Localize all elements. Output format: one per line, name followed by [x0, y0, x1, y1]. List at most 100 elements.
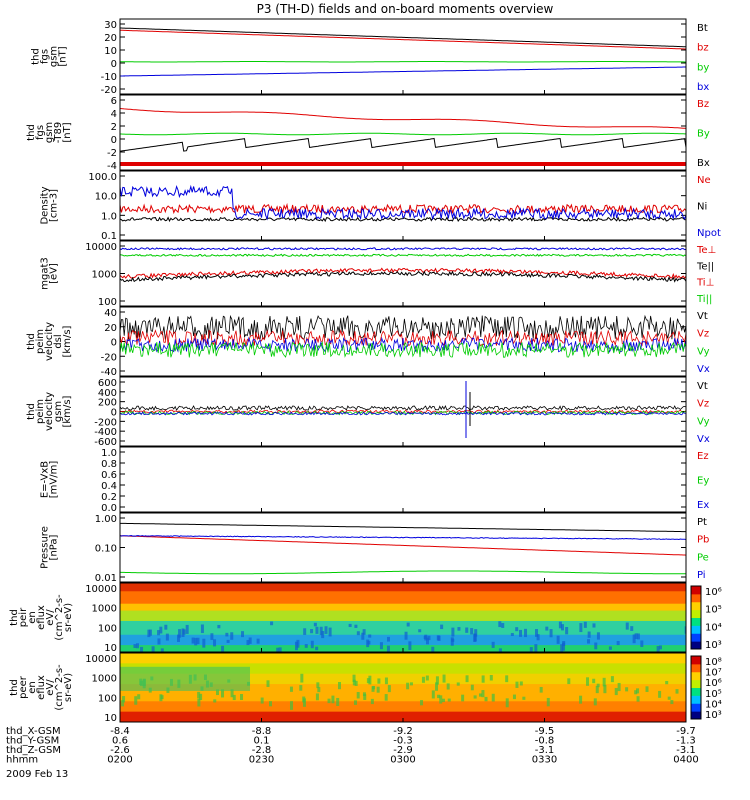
ytick-label: 10 [104, 46, 117, 57]
spec-pixel [213, 699, 217, 703]
ytick-label: 2 [111, 122, 117, 133]
series-ti-perp [120, 247, 686, 251]
ytick-label: 4 [111, 109, 117, 120]
series-pb [120, 535, 686, 556]
yticks-pres: 1.00 0.10 0.01 [95, 514, 686, 584]
colorbar-swatch [691, 663, 701, 673]
spec-pixel [524, 628, 528, 638]
ytick-label: 400 [98, 388, 117, 399]
ytick-label: 10.0 [95, 192, 117, 203]
spec-pixel [310, 629, 314, 634]
colorbar-swatch [691, 687, 701, 696]
ytick-label: 0 [111, 59, 117, 70]
spec-pixel [446, 683, 450, 690]
spec-pixel [302, 698, 306, 707]
spec-pixel [437, 635, 441, 641]
colorbar-swatch [691, 625, 701, 634]
ytick-label: 1.00 [95, 514, 117, 525]
ylabel-temp: mgat3[eV] [40, 257, 60, 290]
spec-pixel [519, 681, 523, 686]
colorbar-label: 10⁴ [705, 699, 722, 710]
yticks-dens: 100.0 10.0 1.0 0.1 [88, 172, 686, 242]
spec-pixel [217, 624, 221, 629]
ytick-label: 10000 [85, 242, 117, 253]
frame-bmag [119, 18, 687, 95]
ytick-label: 0.4 [101, 481, 117, 492]
spec-pixel [386, 645, 390, 652]
ytick-label: 1000 [92, 270, 117, 281]
xaxis-value: -2.8 [252, 745, 272, 756]
ylabel-efield: E=-VxB[mV/m] [40, 461, 60, 499]
spec-pixel [215, 689, 219, 696]
ylabel-line: [mV/m] [49, 461, 60, 499]
ylabel-dens: Density[cm-3] [40, 186, 60, 224]
spec-pixel [294, 641, 298, 651]
ylabel-line: fgs [40, 49, 51, 64]
series-pt [120, 522, 686, 533]
colorbar-swatch [691, 641, 701, 650]
spec-pixel [473, 633, 477, 642]
spec-pixel [439, 695, 443, 704]
spec-pixel [202, 638, 206, 648]
ylabel-line: sr-eV) [63, 603, 74, 632]
series-ti-par [120, 253, 686, 257]
ylabel-line: en [27, 611, 38, 624]
series-pi [120, 534, 686, 541]
xaxis-value: -0.3 [393, 736, 413, 747]
spec-pixel [427, 635, 431, 641]
spec-pixel [409, 682, 413, 686]
xaxis-row-label: thd_X-GSM [6, 726, 61, 737]
xaxis-value: -0.8 [535, 736, 555, 747]
spec-pixel [303, 628, 307, 635]
spec-pixel [675, 689, 679, 694]
spec-pixel [515, 627, 519, 632]
spec-pixel [315, 646, 319, 651]
spec-pixel [595, 685, 599, 694]
spec-pixel [634, 690, 638, 695]
series-te-par [120, 270, 686, 283]
spec-pixel [260, 697, 264, 704]
ytick-label: 1000 [92, 674, 117, 685]
spec-pixel [470, 684, 474, 691]
spec-pixel [489, 674, 493, 681]
colorbar-swatch [691, 695, 701, 704]
spec-pixel [562, 642, 566, 651]
plot-area-espec [120, 653, 686, 722]
xaxis-value: -2.9 [393, 745, 413, 756]
series-vy [120, 341, 686, 358]
ylabel-line: thd [9, 609, 20, 626]
spec-pixel [160, 695, 164, 700]
spec-pixel [160, 648, 164, 652]
xaxis-value: 0.1 [254, 736, 270, 747]
spec-pixel [304, 644, 308, 648]
spec-pixel [362, 692, 366, 696]
spec-pixel [327, 698, 331, 704]
ytick-label: 0.6 [101, 470, 117, 481]
spec-pixel [421, 676, 425, 683]
spec-pixel [157, 630, 161, 636]
xaxis-value: -2.6 [110, 745, 130, 756]
spec-pixel [656, 646, 660, 652]
plot-area-vel [120, 314, 686, 358]
colorbar-label: 10⁸ [705, 657, 722, 668]
ylabel-line: sr-eV) [63, 673, 74, 702]
spec-pixel [377, 678, 381, 684]
spec-pixel [470, 628, 474, 635]
spec-pixel [614, 687, 618, 696]
spec-pixel [519, 629, 523, 637]
spec-pixel [384, 694, 388, 701]
xaxis-value: -9.7 [676, 726, 696, 737]
ylabel-line: thd [26, 333, 37, 350]
spec-pixel [465, 627, 469, 633]
ytick-label: 100 [98, 693, 117, 704]
spec-pixel [185, 624, 189, 634]
colorbar-label: 10⁶ [705, 587, 722, 598]
colorbar-swatch [691, 671, 701, 681]
xaxis-value: 0300 [390, 755, 415, 766]
spec-pixel [596, 632, 600, 640]
series-by [120, 61, 686, 63]
